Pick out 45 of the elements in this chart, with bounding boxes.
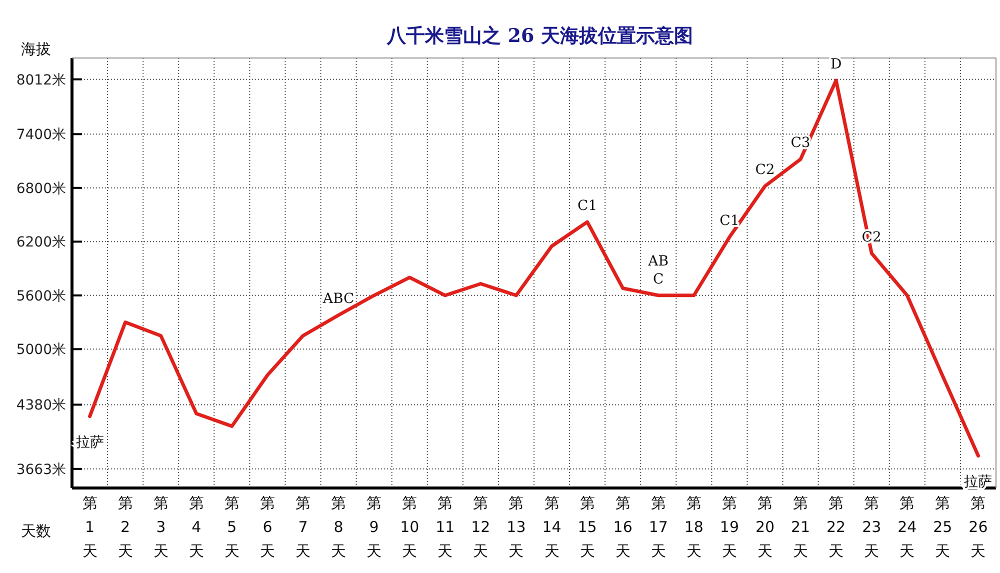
y-tick-label: 5000米 [16,342,66,358]
x-tick-label: 第11天 [436,494,455,560]
x-tick-label: 第6天 [260,494,275,560]
x-tick-label: 第3天 [153,494,168,560]
y-tick-label: 5600米 [16,288,66,304]
annotation: C1 [720,213,740,230]
x-tick-label: 第16天 [613,494,632,560]
x-tick-label: 第4天 [188,494,204,560]
x-tick-label: 第2天 [118,494,133,560]
y-tick-label: 3663米 [16,462,66,478]
x-tick-label: 第22天 [826,494,846,560]
x-tick-label: 第1天 [82,494,98,560]
x-tick-label: 第23天 [862,494,882,560]
y-tick-label: 8012米 [16,72,66,88]
x-tick-label: 第9天 [366,494,382,560]
x-tick-label: 第24天 [898,494,917,560]
x-tick-label: 第14天 [542,494,562,560]
y-tick-label: 7400米 [16,127,66,144]
x-tick-label: 第5天 [224,494,240,560]
x-tick-label: 第26天 [968,494,988,560]
x-tick-label: 第19天 [720,494,740,560]
x-tick-label: 第13天 [506,494,526,560]
x-tick-label: 第17天 [648,494,668,560]
x-tick-label: 第25天 [933,494,952,560]
x-tick-label: 第8天 [331,494,346,560]
annotation: C1 [577,198,598,214]
x-tick-label: 第20天 [755,494,775,560]
y-tick-label: 6800米 [16,180,66,197]
x-tick-label: 第7天 [296,494,310,560]
annotation: 拉萨 [76,434,104,450]
x-tick-label: 第21天 [790,494,810,560]
chart-title: 八千米雪山之 26 天海拔位置示意图 [386,25,693,47]
annotation: C2 [755,162,775,178]
y-tick-label: 6200米 [16,234,66,251]
x-tick-label: 第12天 [471,494,490,560]
annotation: ABC [322,291,354,308]
x-tick-label: 第10天 [400,494,420,560]
annotation: AB C [647,253,669,288]
y-tick-label: 4380米 [16,398,66,414]
x-tick-label: 第15天 [578,494,597,560]
annotation: 拉萨 [964,474,992,490]
y-axis-title: 海拔 [21,40,51,58]
x-axis-title: 天数 [21,522,51,540]
annotation: D [830,56,842,72]
x-tick-label: 第18天 [684,494,704,560]
